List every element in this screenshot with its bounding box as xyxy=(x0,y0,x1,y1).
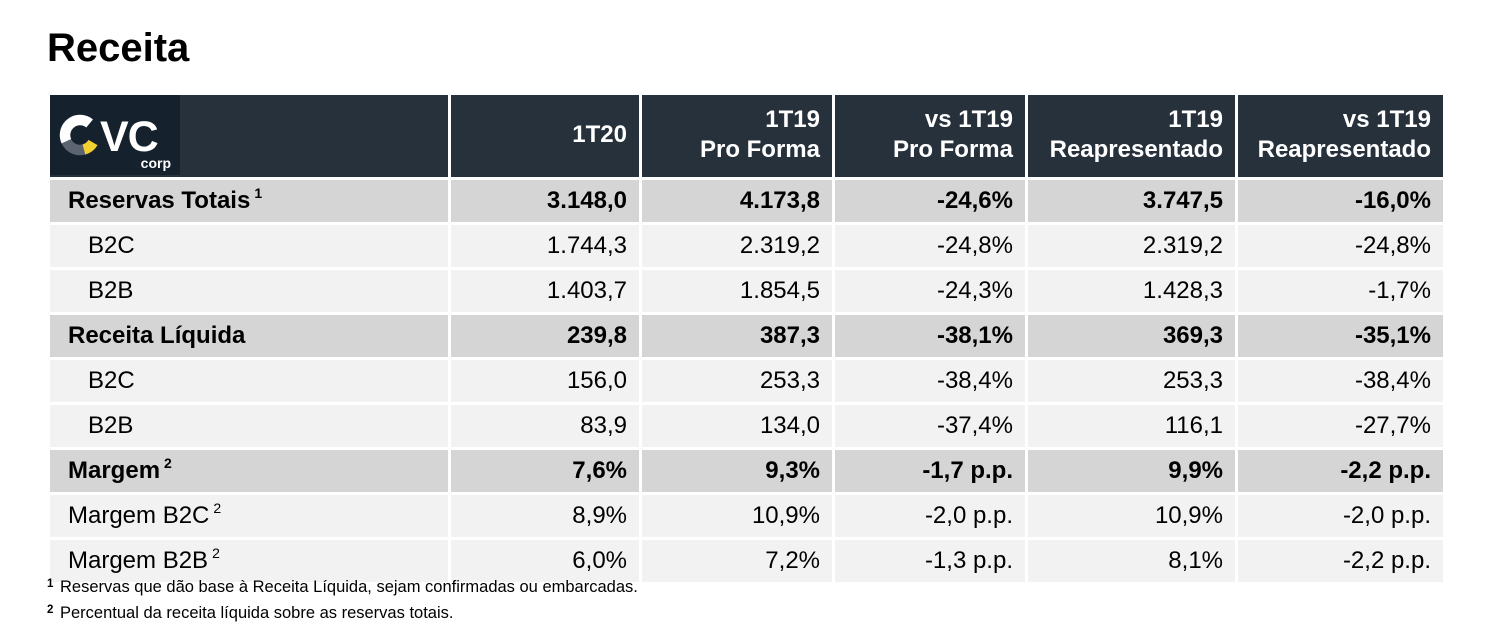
table-row-receita-b2c: B2C 156,0 253,3 -38,4% 253,3 -38,4% xyxy=(50,360,1443,402)
cell-value: 1.403,7 xyxy=(451,270,639,312)
cell-value: 239,8 xyxy=(451,315,639,357)
cell-value: 369,3 xyxy=(1028,315,1235,357)
cell-value: -38,4% xyxy=(1238,360,1443,402)
column-header-vs-1t19-reapresentado: vs 1T19 Reapresentado xyxy=(1238,95,1443,177)
cell-value: -24,3% xyxy=(835,270,1025,312)
cell-value: 2.319,2 xyxy=(1028,225,1235,267)
cell-value: 253,3 xyxy=(1028,360,1235,402)
cell-value: 387,3 xyxy=(642,315,832,357)
cell-value: -24,8% xyxy=(835,225,1025,267)
cell-value: -1,3 p.p. xyxy=(835,540,1025,582)
column-header-1t20: 1T20 xyxy=(451,95,639,177)
cell-value: 134,0 xyxy=(642,405,832,447)
cell-value: 3.747,5 xyxy=(1028,180,1235,222)
row-label: Margem B2B 2 xyxy=(50,540,448,582)
cell-value: 3.148,0 xyxy=(451,180,639,222)
table-row-reservas-b2c: B2C 1.744,3 2.319,2 -24,8% 2.319,2 -24,8… xyxy=(50,225,1443,267)
column-header-vs-1t19-pro-forma: vs 1T19 Pro Forma xyxy=(835,95,1025,177)
table-row-receita-b2b: B2B 83,9 134,0 -37,4% 116,1 -27,7% xyxy=(50,405,1443,447)
cell-value: 8,9% xyxy=(451,495,639,537)
table-row-reservas-totais: Reservas Totais 1 3.148,0 4.173,8 -24,6% … xyxy=(50,180,1443,222)
cell-value: -24,6% xyxy=(835,180,1025,222)
table-row-receita-liquida: Receita Líquida 239,8 387,3 -38,1% 369,3… xyxy=(50,315,1443,357)
cell-value: 116,1 xyxy=(1028,405,1235,447)
footnotes: 1 Reservas que dão base à Receita Líquid… xyxy=(47,574,638,626)
table-corner-cell: VC corp xyxy=(50,95,448,177)
table-row-reservas-b2b: B2B 1.403,7 1.854,5 -24,3% 1.428,3 -1,7% xyxy=(50,270,1443,312)
cell-value: 83,9 xyxy=(451,405,639,447)
revenue-table-container: VC corp 1T20 1T19 Pro Forma vs 1T19 Pro … xyxy=(47,92,1446,585)
cell-value: 1.428,3 xyxy=(1028,270,1235,312)
row-label: B2C xyxy=(50,225,448,267)
cell-value: 2.319,2 xyxy=(642,225,832,267)
cell-value: 7,2% xyxy=(642,540,832,582)
cell-value: -2,2 p.p. xyxy=(1238,450,1443,492)
cell-value: -38,4% xyxy=(835,360,1025,402)
cell-value: -27,7% xyxy=(1238,405,1443,447)
cell-value: 7,6% xyxy=(451,450,639,492)
cell-value: -24,8% xyxy=(1238,225,1443,267)
cell-value: 1.854,5 xyxy=(642,270,832,312)
cell-value: 8,1% xyxy=(1028,540,1235,582)
cvc-corp-logo: VC corp xyxy=(50,95,180,175)
cell-value: 9,3% xyxy=(642,450,832,492)
row-label: Receita Líquida xyxy=(50,315,448,357)
cell-value: -2,0 p.p. xyxy=(1238,495,1443,537)
cell-value: -1,7% xyxy=(1238,270,1443,312)
header-row: VC corp 1T20 1T19 Pro Forma vs 1T19 Pro … xyxy=(50,95,1443,177)
cell-value: 9,9% xyxy=(1028,450,1235,492)
cell-value: 4.173,8 xyxy=(642,180,832,222)
logo-text-corp: corp xyxy=(141,155,171,171)
row-label: B2B xyxy=(50,270,448,312)
cell-value: 253,3 xyxy=(642,360,832,402)
column-header-1t19-pro-forma: 1T19 Pro Forma xyxy=(642,95,832,177)
row-label: B2B xyxy=(50,405,448,447)
footnote-1: 1 Reservas que dão base à Receita Líquid… xyxy=(47,578,638,596)
cell-value: -38,1% xyxy=(835,315,1025,357)
cvc-logo-icon: VC corp xyxy=(50,95,180,175)
cell-value: -2,2 p.p. xyxy=(1238,540,1443,582)
row-label: Margem B2C 2 xyxy=(50,495,448,537)
cell-value: -1,7 p.p. xyxy=(835,450,1025,492)
revenue-table: VC corp 1T20 1T19 Pro Forma vs 1T19 Pro … xyxy=(47,92,1446,585)
cell-value: 10,9% xyxy=(642,495,832,537)
column-header-1t19-reapresentado: 1T19 Reapresentado xyxy=(1028,95,1235,177)
row-label: Reservas Totais 1 xyxy=(50,180,448,222)
table-row-margem-b2b: Margem B2B 2 6,0% 7,2% -1,3 p.p. 8,1% -2,… xyxy=(50,540,1443,582)
cell-value: 1.744,3 xyxy=(451,225,639,267)
table-row-margem: Margem 2 7,6% 9,3% -1,7 p.p. 9,9% -2,2 p.… xyxy=(50,450,1443,492)
cell-value: -16,0% xyxy=(1238,180,1443,222)
cell-value: 6,0% xyxy=(451,540,639,582)
cell-value: 156,0 xyxy=(451,360,639,402)
cell-value: 10,9% xyxy=(1028,495,1235,537)
cell-value: -2,0 p.p. xyxy=(835,495,1025,537)
cell-value: -35,1% xyxy=(1238,315,1443,357)
table-row-margem-b2c: Margem B2C 2 8,9% 10,9% -2,0 p.p. 10,9% -… xyxy=(50,495,1443,537)
footnote-2: 2 Percentual da receita líquida sobre as… xyxy=(47,604,454,622)
row-label: Margem 2 xyxy=(50,450,448,492)
page-title: Receita xyxy=(47,26,190,70)
logo-text-vc: VC xyxy=(100,113,158,161)
cell-value: -37,4% xyxy=(835,405,1025,447)
row-label: B2C xyxy=(50,360,448,402)
